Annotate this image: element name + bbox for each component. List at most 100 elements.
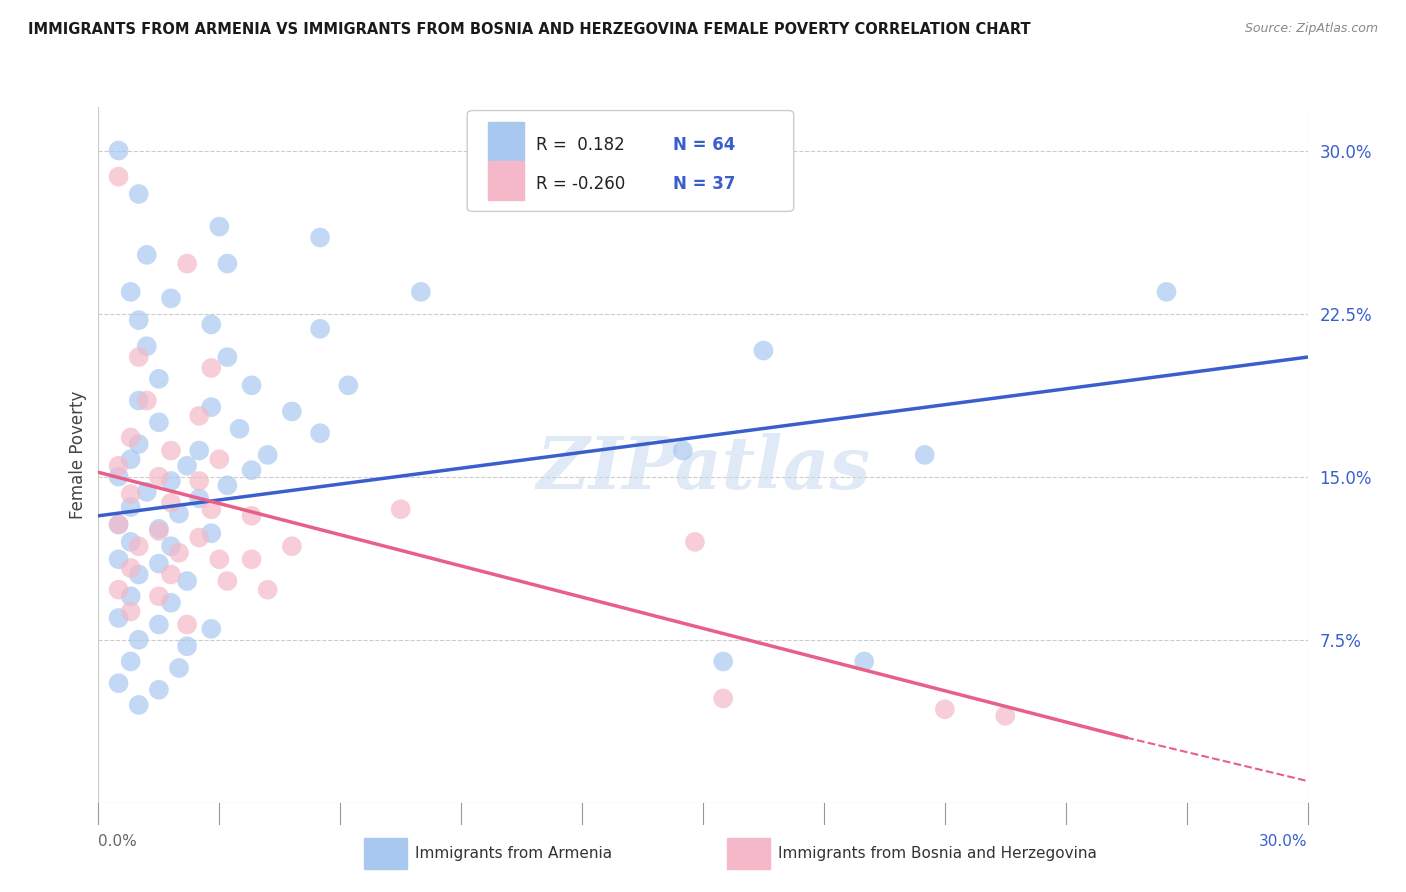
Point <box>148 372 170 386</box>
Point <box>200 502 222 516</box>
Point <box>107 469 129 483</box>
Point <box>240 378 263 392</box>
Point <box>128 313 150 327</box>
Point <box>120 431 142 445</box>
Point <box>107 517 129 532</box>
Point <box>107 552 129 566</box>
Point <box>128 567 150 582</box>
Point <box>934 702 956 716</box>
Text: N = 64: N = 64 <box>672 136 735 154</box>
Point <box>135 339 157 353</box>
Point <box>217 257 239 271</box>
Point <box>135 393 157 408</box>
Point <box>309 322 332 336</box>
Point <box>128 186 150 201</box>
Bar <box>488 161 524 200</box>
Point <box>128 393 150 408</box>
Text: 0.0%: 0.0% <box>98 834 138 849</box>
Point <box>240 508 263 523</box>
FancyBboxPatch shape <box>467 111 793 211</box>
Point <box>208 552 231 566</box>
Point <box>148 617 170 632</box>
Point <box>120 487 142 501</box>
Point <box>217 478 239 492</box>
Point <box>711 655 734 669</box>
Point <box>176 617 198 632</box>
Point <box>1156 285 1178 299</box>
Point <box>128 539 150 553</box>
Point <box>711 691 734 706</box>
Bar <box>364 838 406 869</box>
Point <box>160 596 183 610</box>
Point <box>167 507 190 521</box>
Point <box>128 698 150 712</box>
Text: R =  0.182: R = 0.182 <box>536 136 624 154</box>
Point <box>148 415 170 429</box>
Point <box>208 452 231 467</box>
Point <box>160 496 183 510</box>
Point <box>107 582 129 597</box>
Point <box>188 474 211 488</box>
Bar <box>488 122 524 161</box>
Point <box>120 535 142 549</box>
Point <box>188 443 211 458</box>
Point <box>160 443 183 458</box>
Point <box>188 491 211 506</box>
Point <box>188 531 211 545</box>
Point <box>128 350 150 364</box>
Text: N = 37: N = 37 <box>672 175 735 193</box>
Point <box>256 582 278 597</box>
Point <box>176 639 198 653</box>
Point <box>409 285 432 299</box>
Point <box>200 526 222 541</box>
Point <box>188 409 211 423</box>
Point <box>107 517 129 532</box>
Point <box>148 522 170 536</box>
Point <box>752 343 775 358</box>
Point <box>240 552 263 566</box>
Point <box>176 257 198 271</box>
Point <box>914 448 936 462</box>
Point <box>120 500 142 514</box>
Point <box>309 426 332 441</box>
Point <box>148 589 170 603</box>
Point <box>120 452 142 467</box>
Point <box>200 622 222 636</box>
Point <box>167 546 190 560</box>
Point <box>228 422 250 436</box>
Point <box>672 443 695 458</box>
Point <box>176 458 198 473</box>
Point <box>337 378 360 392</box>
Point <box>994 708 1017 723</box>
Point <box>309 230 332 244</box>
Point <box>120 655 142 669</box>
Point <box>240 463 263 477</box>
Point <box>135 484 157 499</box>
Point <box>200 400 222 414</box>
Point <box>128 632 150 647</box>
Point <box>148 524 170 538</box>
Point <box>176 574 198 588</box>
Point <box>853 655 876 669</box>
Point <box>107 169 129 184</box>
Point <box>135 248 157 262</box>
Point <box>120 589 142 603</box>
Point <box>148 682 170 697</box>
Point <box>160 291 183 305</box>
Point <box>120 285 142 299</box>
Point <box>208 219 231 234</box>
Point <box>683 535 706 549</box>
Point <box>256 448 278 462</box>
Point <box>107 676 129 690</box>
Point <box>160 567 183 582</box>
Text: R = -0.260: R = -0.260 <box>536 175 626 193</box>
Point <box>389 502 412 516</box>
Bar <box>727 838 769 869</box>
Point <box>120 605 142 619</box>
Point <box>128 437 150 451</box>
Point <box>160 474 183 488</box>
Point <box>217 350 239 364</box>
Point <box>160 539 183 553</box>
Point <box>167 661 190 675</box>
Text: Immigrants from Bosnia and Herzegovina: Immigrants from Bosnia and Herzegovina <box>778 846 1097 861</box>
